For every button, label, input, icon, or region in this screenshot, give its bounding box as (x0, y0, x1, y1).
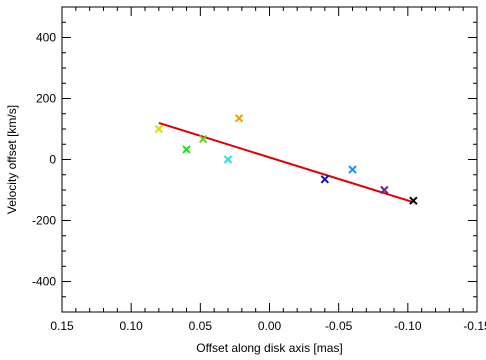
data-point (320, 175, 330, 184)
data-point (223, 155, 233, 164)
y-tick-label: -400 (32, 275, 56, 289)
minor-ticks (62, 7, 477, 312)
y-tick-label: 200 (36, 92, 56, 106)
x-tick-label: -0.15 (463, 319, 486, 333)
data-point (409, 196, 418, 205)
x-tick-label: 0.00 (258, 319, 282, 333)
data-points (154, 114, 418, 205)
data-point (348, 165, 357, 174)
x-tick-label: 0.10 (119, 319, 143, 333)
y-tick-label: -200 (32, 214, 56, 228)
plot-frame (61, 6, 478, 313)
data-point (380, 185, 389, 195)
x-tick-label: -0.10 (394, 319, 422, 333)
x-tick-labels: 0.15 0.10 0.05 0.00 -0.05 -0.10 -0.15 (50, 319, 486, 333)
y-tick-labels: -400 -200 0 200 400 (32, 31, 56, 289)
x-tick-label: 0.15 (50, 319, 74, 333)
data-point (154, 124, 164, 134)
y-axis-title: Velocity offset [km/s] (5, 105, 19, 214)
data-point (198, 134, 208, 144)
major-ticks (61, 7, 478, 312)
x-tick-label: 0.05 (189, 319, 213, 333)
fit-line (158, 121, 414, 204)
data-point (234, 114, 244, 123)
x-tick-label: -0.05 (325, 319, 353, 333)
data-point (182, 145, 191, 154)
y-tick-label: 400 (36, 31, 56, 45)
y-tick-label: 0 (49, 153, 56, 167)
x-axis-title: Offset along disk axis [mas] (196, 341, 343, 355)
